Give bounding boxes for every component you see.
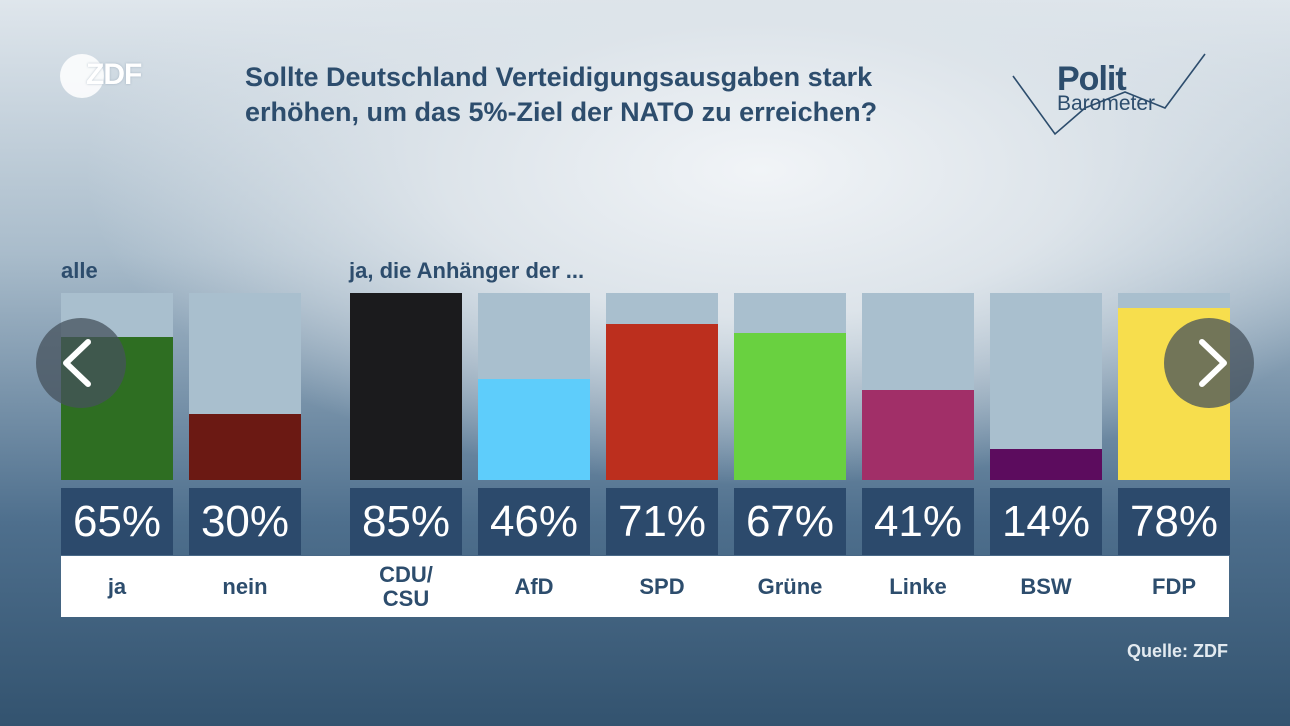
chart-title-line-2: erhöhen, um das 5%-Ziel der NATO zu erre…	[245, 97, 878, 127]
category-label: ja	[107, 573, 127, 599]
zdf-logo-text: ZDF	[86, 58, 142, 91]
bar	[350, 293, 462, 480]
bar-track	[734, 293, 846, 480]
politbarometer-logo: Polit Barometer	[1005, 48, 1215, 140]
chevron-right-icon	[1199, 339, 1227, 387]
bar	[734, 333, 846, 480]
bar-track	[350, 293, 462, 480]
bar-track	[990, 293, 1102, 480]
zdf-logo-disc	[60, 54, 104, 98]
bar-track	[478, 293, 590, 480]
bar	[478, 379, 590, 480]
bar-track	[606, 293, 718, 480]
bar-value-label: 85%	[350, 488, 462, 555]
bar-value-label: 71%	[606, 488, 718, 555]
category-label: AfD	[514, 573, 554, 599]
category-label: SPD	[639, 573, 685, 599]
chevron-left-icon	[63, 339, 91, 387]
chart-title: Sollte Deutschland Verteidigungsausgaben…	[245, 60, 1005, 130]
politbarometer-line-2: Barometer	[1057, 92, 1156, 115]
bar-value-label: 30%	[189, 488, 301, 555]
category-label: FDP	[1152, 573, 1196, 599]
bar	[606, 324, 718, 480]
bar	[189, 414, 301, 480]
politbarometer-line-1: Polit	[1057, 60, 1127, 98]
bar-value-label: 46%	[478, 488, 590, 555]
bar-value-label: 78%	[1118, 488, 1230, 555]
group-label-supporters: ja, die Anhänger der ...	[349, 258, 585, 283]
bar-track	[862, 293, 974, 480]
previous-button[interactable]	[36, 318, 126, 408]
category-label: nein	[222, 573, 268, 599]
bar-value-label: 67%	[734, 488, 846, 555]
category-label-strip	[61, 556, 1229, 617]
bar	[862, 390, 974, 480]
chart-title-line-1: Sollte Deutschland Verteidigungsausgaben…	[245, 62, 873, 92]
bar-value-label: 14%	[990, 488, 1102, 555]
category-label: Grüne	[757, 573, 823, 599]
bar-value-label: 41%	[862, 488, 974, 555]
group-label-all: alle	[61, 258, 98, 283]
category-label: BSW	[1020, 573, 1072, 599]
next-button[interactable]	[1164, 318, 1254, 408]
zdf-logo: ZDF	[60, 52, 150, 98]
politbarometer-zigzag-icon	[1012, 53, 1206, 136]
bar-value-label: 65%	[61, 488, 173, 555]
category-label: CDU/CSU	[379, 561, 433, 611]
category-label: Linke	[889, 573, 947, 599]
source-note: Quelle: ZDF	[1126, 641, 1228, 661]
bar	[990, 449, 1102, 480]
bar-track	[189, 293, 301, 480]
